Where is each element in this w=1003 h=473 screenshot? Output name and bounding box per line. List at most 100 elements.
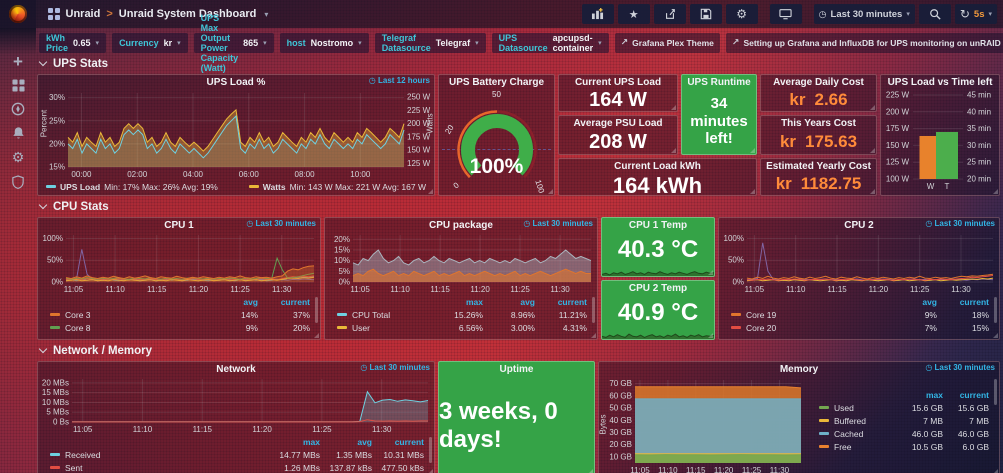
legend-row[interactable]: Received 14.77 MBs 1.35 MBs 10.31 MBs — [50, 448, 424, 461]
section-header-network-memory[interactable]: Network / Memory — [38, 343, 1000, 358]
panel-title[interactable]: CPU 2 — [844, 219, 874, 231]
panel-title[interactable]: CPU 1 — [164, 219, 194, 231]
refresh-interval-label[interactable]: 5s — [973, 8, 985, 20]
panel-title[interactable]: UPS Runtime — [687, 76, 751, 88]
variable-chip-ups-max-output-power-capacity-watt-[interactable]: UPS Max Output Power Capacity (Watt) 865 ▾ — [193, 13, 274, 73]
svg-text:11:30: 11:30 — [372, 425, 392, 434]
panel-title[interactable]: Memory — [779, 363, 819, 375]
svg-text:40 min: 40 min — [967, 107, 991, 116]
time-range-picker[interactable]: ◷ Last 30 minutes ▾ — [813, 4, 915, 24]
svg-text:02:00: 02:00 — [127, 170, 148, 179]
legend-item[interactable]: UPS Load Min: 17% Max: 26% Avg: 19% — [46, 182, 218, 192]
cycle-view-button[interactable] — [769, 4, 802, 24]
panel-title[interactable]: Uptime — [499, 363, 534, 375]
add-panel-button[interactable] — [581, 4, 614, 24]
panel-title[interactable]: Average PSU Load — [573, 117, 663, 129]
legend-row[interactable]: Free 10.5 GB 6.0 GB — [819, 440, 989, 453]
breadcrumb-app[interactable]: Unraid — [65, 8, 101, 20]
dashboard-settings-button[interactable]: ⚙ — [725, 4, 758, 24]
panel-title[interactable]: Estimated Yearly Cost — [766, 160, 871, 172]
gauge-tick: 50 — [492, 90, 501, 99]
legend-row[interactable]: Core 8 9% 20% — [50, 321, 310, 334]
dashboard-link[interactable]: ↗ Setting up Grafana and InfluxDB for UPS… — [725, 32, 1003, 53]
breadcrumb-caret-icon[interactable]: ▾ — [264, 9, 269, 19]
legend-row[interactable]: Used 15.6 GB 15.6 GB — [819, 401, 989, 414]
cpu-package-legend: max avg current CPU Total 15.26% 8.96% 11.21% U… — [325, 294, 597, 339]
panel-title[interactable]: Current UPS Load — [574, 76, 662, 88]
panel-title[interactable]: CPU package — [429, 219, 493, 231]
time-range-link[interactable]: ◷ Last 12 hours — [368, 76, 430, 85]
create-button[interactable]: + — [13, 52, 23, 71]
variable-chip-currency[interactable]: Currency kr ▾ — [112, 32, 188, 53]
svg-text:11:30: 11:30 — [272, 285, 292, 294]
svg-text:20%: 20% — [334, 235, 350, 244]
cpu2-legend: avg current Core 19 9% 18% Core 20 7% 15% — [719, 294, 999, 339]
legend-row[interactable]: Cached 46.0 GB 46.0 GB — [819, 427, 989, 440]
star-dashboard-button[interactable]: ★ — [617, 4, 650, 24]
panel-cpu1: CPU 1 ◷ Last 30 minutes 0% 50% 100% 11:05 11… — [37, 217, 321, 340]
panel-title[interactable]: This Years Cost — [781, 117, 856, 129]
alerting-button[interactable] — [11, 126, 26, 140]
panel-title[interactable]: Average Daily Cost — [773, 76, 864, 88]
variable-chip-ups-datasource[interactable]: UPS Datasource apcupsd-container ▾ — [491, 32, 609, 53]
panel-title[interactable]: UPS Battery Charge — [448, 76, 545, 88]
panel-title[interactable]: Network — [216, 363, 256, 375]
variable-chip-telegraf-datasource[interactable]: Telegraf Datasource Telegraf ▾ — [374, 32, 486, 53]
panel-network: Network ◷ Last 30 minutes 0 Bs 5 MBs 10 MB… — [37, 361, 435, 473]
stat-value: 175.63 — [805, 132, 858, 151]
ups-load-vs-time-chart: 100 W 20 min 125 W 25 min 150 W 30 min 175 W 35… — [881, 89, 999, 192]
network-memory-row: Network ◷ Last 30 minutes 0 Bs 5 MBs 10 MB… — [37, 361, 1000, 473]
variable-chip-host[interactable]: host Nostromo ▾ — [279, 32, 369, 53]
cpu1-legend: avg current Core 3 14% 37% Core 8 9% 20% — [38, 294, 320, 339]
legend-row[interactable]: Core 19 9% 18% — [731, 308, 989, 321]
dashboards-button[interactable] — [11, 79, 26, 92]
top-nav-bar: Unraid > Unraid System Dashboard ▾ ★ — [0, 0, 1003, 28]
panel-average-daily-cost: Average Daily Cost kr 2.66 — [760, 74, 877, 112]
panel-title[interactable]: CPU 2 Temp — [628, 282, 688, 294]
section-header-cpu-stats[interactable]: CPU Stats — [38, 199, 1000, 214]
explore-button[interactable] — [11, 102, 26, 116]
variable-chip-kwh-price[interactable]: kWh Price 0.65 ▾ — [39, 32, 107, 53]
refresh-button[interactable]: ↻ 5s ▾ — [954, 4, 997, 24]
legend-row[interactable]: Core 20 7% 15% — [731, 321, 989, 334]
time-range-link[interactable]: ◷ Last 30 minutes — [925, 219, 995, 228]
external-link-icon: ↗ — [620, 37, 629, 47]
save-dashboard-button[interactable] — [689, 4, 722, 24]
panel-title[interactable]: UPS Load % — [206, 76, 266, 88]
svg-text:10%: 10% — [334, 256, 350, 265]
panel-title[interactable]: CPU 1 Temp — [628, 219, 688, 231]
svg-text:11:10: 11:10 — [390, 285, 410, 294]
dashboards-icon — [11, 79, 25, 92]
legend-row[interactable]: CPU Total 15.26% 8.96% 11.21% — [337, 308, 587, 321]
time-range-link[interactable]: ◷ Last 30 minutes — [360, 363, 430, 372]
grafana-menu-button[interactable] — [0, 0, 36, 28]
legend-row[interactable]: Sent 1.26 MBs 137.87 kBs 477.50 kBs — [50, 461, 424, 473]
stat-value: 164 kWh — [612, 173, 703, 196]
time-range-link[interactable]: ◷ Last 30 minutes — [246, 219, 316, 228]
legend-row[interactable]: User 6.56% 3.00% 4.31% — [337, 321, 587, 334]
stat-value: 208 W — [589, 130, 647, 153]
svg-text:70 GB: 70 GB — [609, 379, 632, 388]
server-admin-button[interactable] — [11, 175, 26, 189]
dashboard-link[interactable]: ↗ Grafana Plex Theme — [614, 32, 720, 53]
configuration-button[interactable]: ⚙ — [11, 149, 25, 165]
legend-item[interactable]: Watts Min: 143 W Max: 221 W Avg: 167 W — [248, 182, 426, 192]
svg-text:W: W — [927, 182, 935, 191]
ups-load-legend: UPS Load Min: 17% Max: 26% Avg: 19% Watts M… — [38, 179, 434, 194]
panel-current-ups-load: Current UPS Load 164 W — [558, 74, 678, 112]
cpu2-temp-sparkline — [602, 324, 714, 339]
legend-row[interactable]: Buffered 7 MB 7 MB — [819, 414, 989, 427]
panel-current-load-kwh: Current Load kWh 164 kWh — [558, 158, 757, 196]
share-dashboard-button[interactable] — [653, 4, 686, 24]
legend-row[interactable]: Core 3 14% 37% — [50, 308, 310, 321]
section-header-ups-stats[interactable]: UPS Stats — [38, 56, 1000, 71]
zoom-out-button[interactable] — [918, 4, 951, 24]
time-range-link[interactable]: ◷ Last 30 minutes — [523, 219, 593, 228]
panel-cpu1-temp: CPU 1 Temp 40.3 °C — [601, 217, 715, 277]
panel-title[interactable]: Current Load kWh — [614, 160, 701, 172]
ups-load-chart: 15% 20% 25% 30% 125 W 150 W 175 W 200 W 225 W 250… — [38, 89, 434, 179]
breadcrumb-page[interactable]: Unraid System Dashboard — [118, 8, 257, 20]
time-range-link[interactable]: ◷ Last 30 minutes — [925, 363, 995, 372]
svg-text:30 min: 30 min — [967, 141, 991, 150]
panel-title[interactable]: UPS Load vs Time left — [887, 76, 993, 88]
